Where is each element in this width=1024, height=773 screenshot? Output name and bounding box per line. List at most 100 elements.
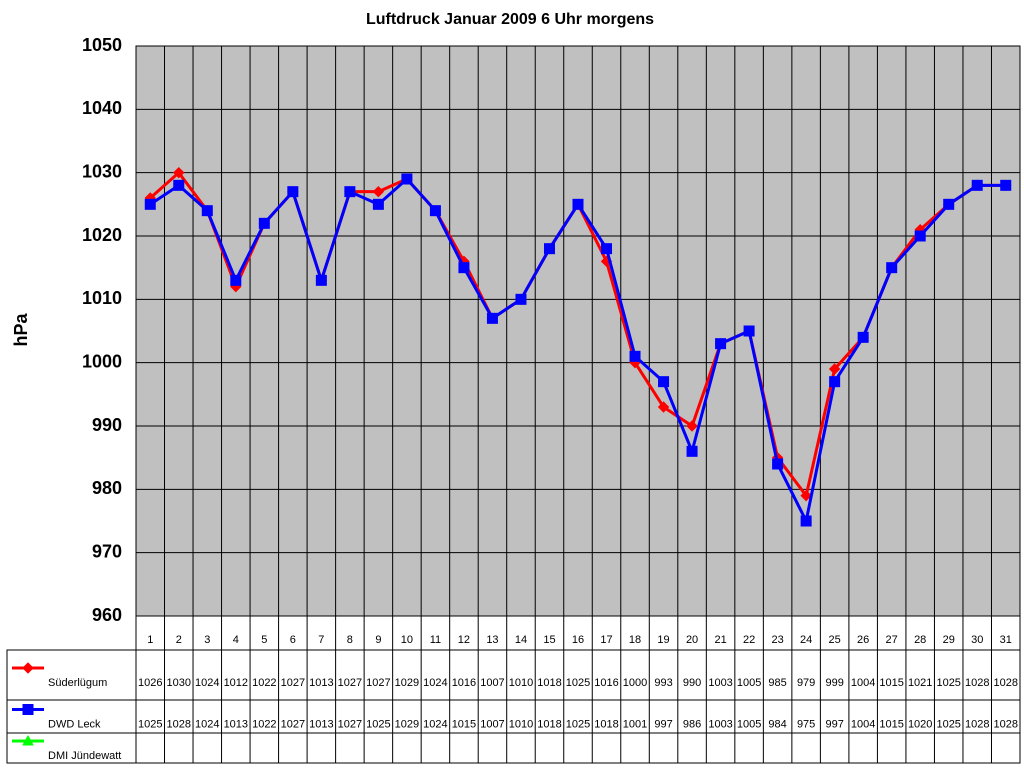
data-point: [629, 350, 641, 362]
table-value: 1015: [879, 718, 903, 730]
table-value: 1022: [252, 718, 276, 730]
data-point: [173, 179, 185, 191]
table-value: 1024: [195, 677, 219, 689]
data-point: [429, 205, 441, 217]
table-value: 986: [683, 718, 701, 730]
table-value: 1005: [737, 718, 761, 730]
legend-label: DWD Leck: [48, 718, 101, 730]
data-point: [914, 230, 926, 242]
data-point: [828, 363, 841, 375]
x-tick-label: 17: [600, 634, 612, 646]
table-row: [6, 732, 1021, 764]
table-value: 993: [654, 677, 672, 689]
table-value: 1029: [395, 677, 419, 689]
y-tick-label: 1000: [82, 351, 122, 371]
x-tick-label: 2: [176, 634, 182, 646]
x-tick-label: 3: [204, 634, 210, 646]
table-value: 997: [825, 718, 843, 730]
table-value: 1024: [423, 677, 447, 689]
x-tick-label: 23: [771, 634, 783, 646]
x-tick-label: 29: [943, 634, 955, 646]
x-tick-label: 24: [800, 634, 812, 646]
x-tick-label: 5: [261, 634, 267, 646]
data-point: [658, 376, 670, 388]
data-point: [971, 179, 983, 191]
data-point: [372, 185, 385, 198]
x-tick-label: 22: [743, 634, 755, 646]
table-value: 1007: [480, 718, 504, 730]
table-value: 1004: [851, 677, 875, 689]
data-point: [715, 338, 727, 350]
plot-area: [135, 45, 1021, 617]
legend-marker: [22, 662, 34, 674]
data-point: [800, 489, 812, 502]
data-point: [686, 420, 698, 432]
data-point: [857, 331, 869, 343]
data-point: [772, 458, 784, 470]
table-value: 1018: [537, 677, 561, 689]
table-value: 1003: [708, 677, 732, 689]
table-value: 1026: [138, 677, 162, 689]
x-tick-label: 10: [401, 634, 413, 646]
table-value: 975: [797, 718, 815, 730]
table-value: 1000: [623, 677, 647, 689]
table-value: 1010: [509, 677, 533, 689]
x-tick-label: 1: [147, 634, 153, 646]
table-value: 997: [654, 718, 672, 730]
x-tick-label: 7: [318, 634, 324, 646]
x-tick-label: 28: [914, 634, 926, 646]
data-point: [372, 198, 384, 210]
table-value: 1024: [195, 718, 219, 730]
y-tick-label: 1030: [82, 161, 122, 181]
table-value: 1016: [594, 677, 618, 689]
table-value: 999: [825, 677, 843, 689]
x-tick-label: 4: [233, 634, 239, 646]
table-value: 1005: [737, 677, 761, 689]
legend-marker: [22, 734, 34, 746]
table-value: 979: [797, 677, 815, 689]
table-value: 984: [768, 718, 786, 730]
legend-label: Süderlügum: [48, 677, 107, 689]
x-tick-label: 25: [829, 634, 841, 646]
y-axis-label: hPa: [11, 313, 31, 347]
x-tick-label: 18: [629, 634, 641, 646]
table-value: 990: [683, 677, 701, 689]
data-point: [230, 274, 242, 286]
data-point: [657, 401, 670, 413]
x-tick-label: 11: [430, 634, 441, 646]
table-value: 1027: [338, 677, 362, 689]
table-value: 1007: [480, 677, 504, 689]
y-tick-label: 1020: [82, 225, 122, 245]
table-value: 1025: [936, 718, 960, 730]
data-point: [572, 198, 584, 210]
x-tick-label: 13: [486, 634, 498, 646]
x-tick-label: 19: [657, 634, 669, 646]
data-point: [829, 376, 841, 388]
table-value: 1010: [509, 718, 533, 730]
data-point: [686, 445, 698, 457]
y-tick-label: 960: [92, 605, 122, 625]
x-tick-label: 6: [290, 634, 296, 646]
y-tick-label: 970: [92, 541, 122, 561]
data-point: [401, 173, 413, 185]
x-tick-label: 31: [1000, 634, 1012, 646]
table-value: 1018: [537, 718, 561, 730]
table-value: 1029: [395, 718, 419, 730]
table-value: 1028: [965, 677, 989, 689]
table-value: 1030: [167, 677, 191, 689]
data-point: [287, 186, 299, 198]
table-value: 1022: [252, 677, 276, 689]
table-value: 1013: [309, 677, 333, 689]
y-tick-label: 1040: [82, 98, 122, 118]
table-value: 1021: [908, 677, 932, 689]
data-point: [800, 515, 812, 527]
x-tick-label: 30: [971, 634, 983, 646]
data-point: [315, 274, 327, 286]
data-point: [601, 243, 613, 255]
data-point: [173, 166, 185, 179]
data-point: [486, 312, 498, 324]
x-tick-label: 9: [375, 634, 381, 646]
table-value: 1015: [452, 718, 476, 730]
data-point: [543, 243, 555, 255]
